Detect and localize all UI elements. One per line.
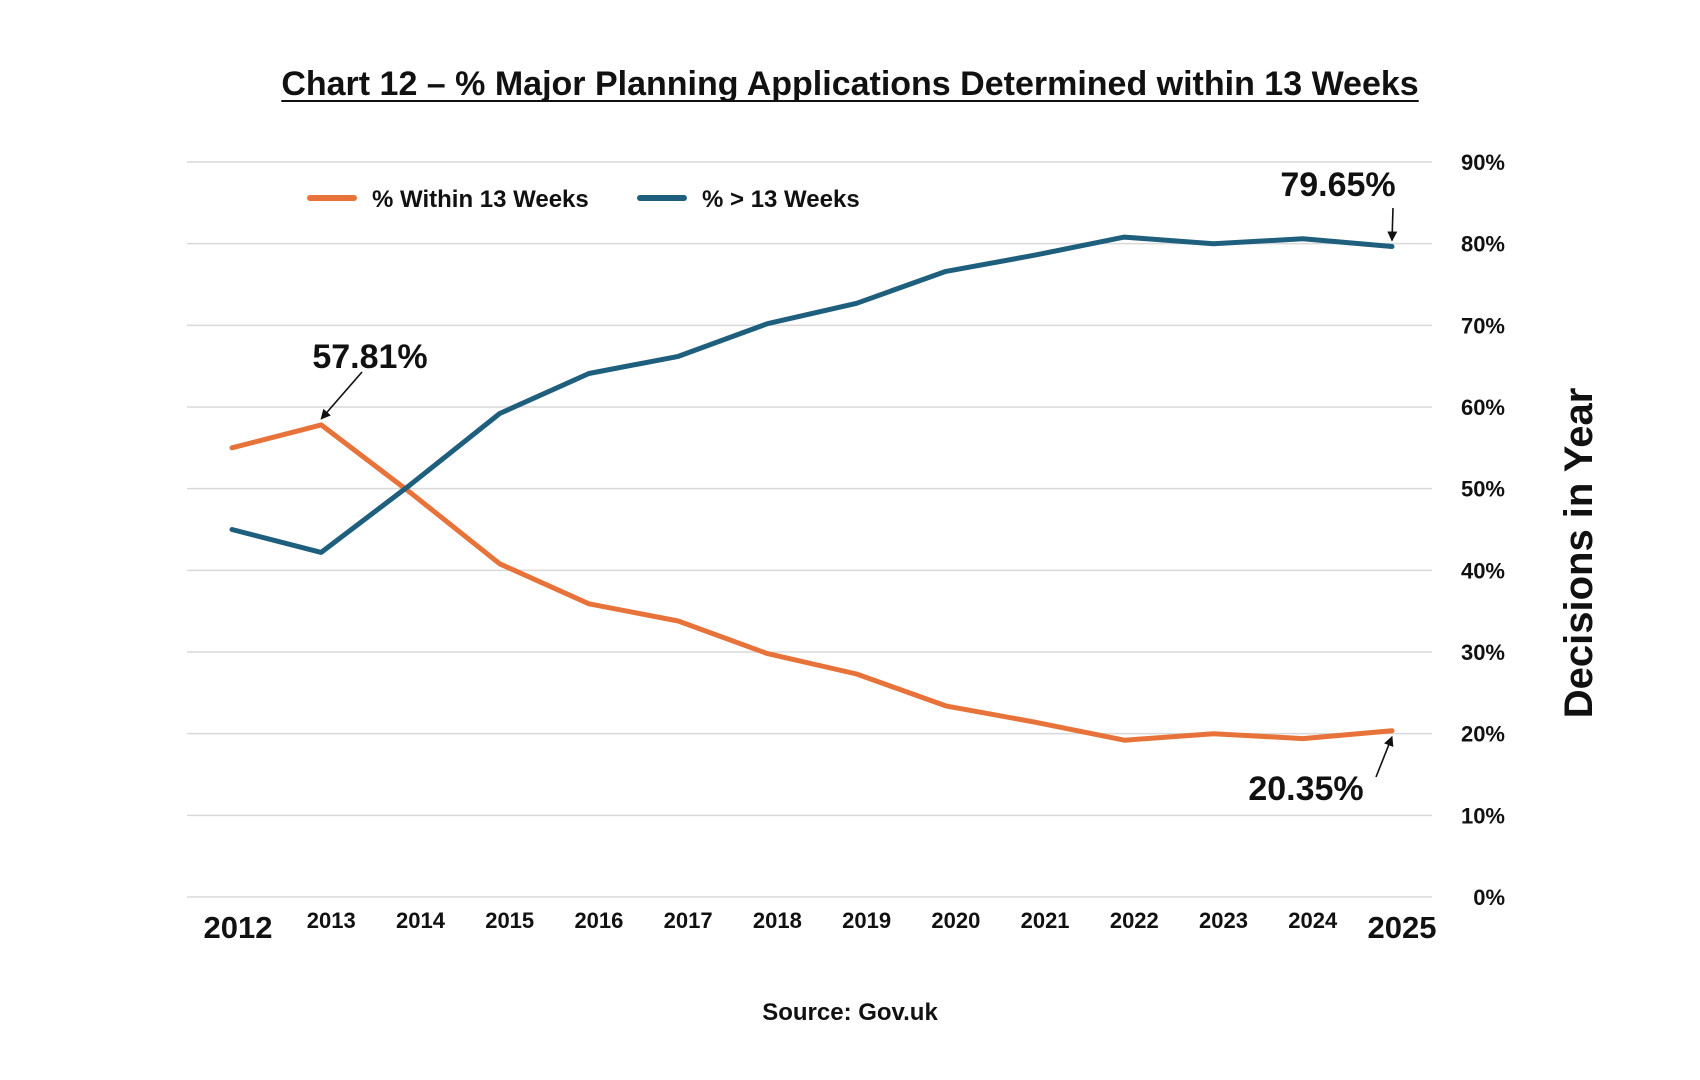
y-tick-label: 0% [1473, 885, 1505, 910]
x-tick-label: 2022 [1110, 908, 1159, 933]
y-tick-label: 40% [1461, 558, 1505, 583]
x-tick-label: 2014 [396, 908, 446, 933]
x-tick-label: 2015 [485, 908, 534, 933]
annotation-label: 20.35% [1248, 770, 1363, 808]
gridlines [187, 161, 1432, 898]
x-tick-label: 2024 [1288, 908, 1338, 933]
y-tick-label: 30% [1461, 640, 1505, 665]
x-tick-label: 2025 [1368, 910, 1437, 945]
y-tick-label: 80% [1461, 232, 1505, 257]
y-tick-label: 70% [1461, 313, 1505, 338]
annotation-arrow [1375, 735, 1394, 778]
x-tick-label: 2023 [1199, 908, 1248, 933]
x-tick-label: 2016 [574, 908, 623, 933]
annotation-label: 79.65% [1280, 166, 1395, 204]
annotation-arrow [320, 371, 363, 420]
x-tick-label: 2021 [1021, 908, 1070, 933]
y-tick-label: 50% [1461, 477, 1505, 502]
y-tick-label: 20% [1461, 722, 1505, 747]
annotation-arrow [1387, 207, 1398, 242]
legend-label: % > 13 Weeks [702, 186, 860, 213]
x-tick-label: 2013 [307, 908, 356, 933]
legend-label: % Within 13 Weeks [372, 186, 589, 213]
x-tick-label: 2018 [753, 908, 802, 933]
chart-title: Chart 12 – % Major Planning Applications… [281, 65, 1418, 103]
annotations: 57.81% 79.65% 20.35% [312, 166, 1398, 808]
x-tick-label: 2020 [931, 908, 980, 933]
annotation-label: 57.81% [312, 338, 427, 376]
y-tick-label: 60% [1461, 395, 1505, 420]
source-note: Source: Gov.uk [762, 999, 938, 1026]
x-tick-label: 2012 [204, 910, 273, 945]
y-axis-label: Decisions in Year [1557, 388, 1601, 719]
series-lines [229, 234, 1395, 743]
x-tick-label: 2019 [842, 908, 891, 933]
series-line-over-13-weeks [229, 234, 1395, 555]
y-tick-label: 10% [1461, 803, 1505, 828]
y-axis-ticks: 0% 10% 20% 30% 40% 50% 60% 70% 80% 90% [1461, 150, 1505, 910]
x-axis-ticks: 2012 2013 2014 2015 2016 2017 2018 2019 2020 2021… [204, 908, 1437, 945]
series-line-within-13-weeks [229, 422, 1395, 743]
x-tick-label: 2017 [664, 908, 713, 933]
y-tick-label: 90% [1461, 150, 1505, 175]
legend: % Within 13 Weeks % > 13 Weeks [307, 186, 860, 213]
